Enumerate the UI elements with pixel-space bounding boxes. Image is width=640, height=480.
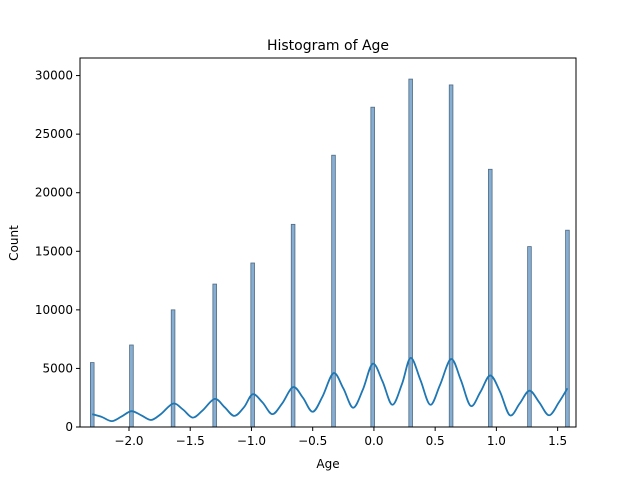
x-tick-label: 0.0	[364, 434, 383, 448]
histogram-bar-2	[170, 309, 176, 428]
histogram-bar-9	[448, 84, 454, 428]
x-tick-label: −1.0	[237, 434, 266, 448]
x-axis-ticks: −2.0 −1.5 −1.0 −0.5 0.0 0.5 1.0 1.5	[114, 427, 567, 448]
histogram-bar-10	[488, 168, 493, 428]
kde-layer	[91, 356, 569, 423]
y-tick-label: 30000	[35, 69, 73, 83]
histogram-bar-12	[565, 229, 570, 428]
x-tick-label: 1.5	[548, 434, 567, 448]
bars-layer	[90, 78, 570, 428]
plot-frame	[79, 57, 577, 428]
histogram-bar-0	[90, 362, 95, 428]
chart-title: Histogram of Age	[267, 38, 389, 54]
x-tick-label: −0.5	[298, 434, 327, 448]
y-tick-label: 15000	[35, 244, 73, 258]
histogram-bar-7	[370, 106, 375, 428]
y-tick-label: 20000	[35, 186, 73, 200]
kde-line	[91, 356, 569, 423]
y-tick-label: 0	[65, 420, 73, 434]
histogram-bar-11	[527, 246, 532, 428]
x-tick-label: 1.0	[487, 434, 506, 448]
x-axis-label: Age	[316, 457, 339, 471]
histogram-bar-4	[250, 262, 255, 428]
x-tick-label: −1.5	[176, 434, 205, 448]
histogram-bar-6	[331, 154, 336, 428]
y-axis-ticks: 0 5000 10000 15000 20000 25000 30000	[35, 69, 80, 434]
histogram-bar-1	[129, 344, 134, 428]
x-tick-label: −2.0	[114, 434, 143, 448]
histogram-bar-3	[212, 283, 217, 428]
y-tick-label: 5000	[42, 361, 73, 375]
histogram-bar-8	[408, 78, 413, 428]
histogram-bar-5	[290, 223, 296, 428]
y-tick-label: 25000	[35, 127, 73, 141]
x-tick-label: 0.5	[426, 434, 445, 448]
y-axis-label: Count	[7, 225, 21, 261]
y-tick-label: 10000	[35, 303, 73, 317]
